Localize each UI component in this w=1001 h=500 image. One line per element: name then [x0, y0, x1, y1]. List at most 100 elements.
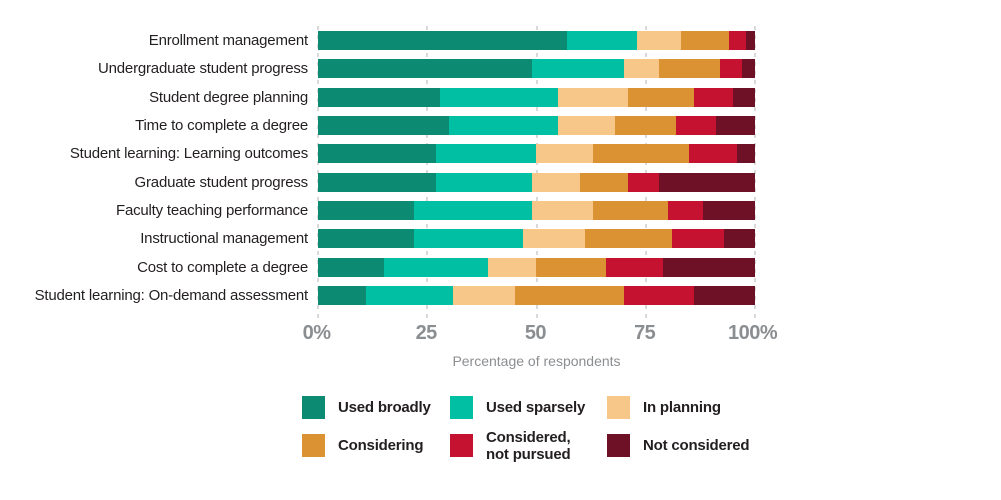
bar-row — [318, 173, 755, 192]
bar-segment-used-sparsely — [435, 173, 533, 192]
bar-segment-used-sparsely — [366, 286, 454, 305]
bar-segment-used-sparsely — [532, 59, 624, 78]
bar-segment-used-sparsely — [435, 144, 537, 163]
legend-item-used-sparsely: Used sparsely — [450, 396, 585, 419]
bar-segment-in-planning — [536, 144, 594, 163]
legend-swatch-considering — [302, 434, 325, 457]
bar-segment-in-planning — [488, 258, 537, 277]
bar-segment-used-broadly — [318, 116, 450, 135]
bar-segment-considered-not-pursued — [671, 229, 725, 248]
bar-segment-considered-not-pursued — [606, 258, 664, 277]
bar-segment-not-considered — [741, 59, 755, 78]
bar-segment-not-considered — [724, 229, 755, 248]
bar-segment-considering — [580, 173, 629, 192]
bar-row — [318, 201, 755, 220]
x-tick-label-25: 25 — [415, 322, 438, 344]
legend-item-in-planning: In planning — [607, 396, 721, 419]
bar-segment-not-considered — [733, 88, 755, 107]
gridline-25 — [426, 26, 429, 318]
category-label: Student degree planning — [149, 89, 308, 106]
legend-swatch-considered-not-pursued — [450, 434, 473, 457]
bar-segment-considering — [680, 31, 729, 50]
legend-swatch-used-sparsely — [450, 396, 473, 419]
legend-label: Not considered — [643, 437, 750, 454]
bar-row — [318, 258, 755, 277]
x-tick-label-100: 100% — [727, 322, 778, 344]
plot-area — [317, 26, 756, 318]
bar-segment-used-sparsely — [440, 88, 559, 107]
bar-row — [318, 31, 755, 50]
bar-segment-used-sparsely — [449, 116, 559, 135]
bar-segment-considering — [536, 258, 607, 277]
legend-item-considered-not-pursued: Considered, not pursued — [450, 429, 571, 463]
category-label: Student learning: On-demand assessment — [34, 287, 309, 304]
legend-item-considering: Considering — [302, 434, 424, 457]
category-label: Undergraduate student progress — [98, 60, 308, 77]
bar-segment-used-broadly — [318, 88, 441, 107]
bar-segment-in-planning — [636, 31, 681, 50]
bar-segment-considered-not-pursued — [628, 173, 659, 192]
bar-row — [318, 116, 755, 135]
bar-segment-used-broadly — [318, 258, 384, 277]
gridline-0 — [317, 26, 319, 318]
bar-segment-used-sparsely — [414, 229, 524, 248]
bar-segment-considering — [615, 116, 677, 135]
bar-segment-considered-not-pursued — [693, 88, 734, 107]
bar-segment-used-broadly — [318, 59, 533, 78]
bar-segment-considered-not-pursued — [728, 31, 747, 50]
legend-item-used-broadly: Used broadly — [302, 396, 431, 419]
bar-segment-used-broadly — [318, 31, 568, 50]
gridline-75 — [644, 26, 647, 318]
bar-segment-in-planning — [558, 116, 616, 135]
bar-segment-used-broadly — [318, 229, 415, 248]
bar-segment-not-considered — [702, 201, 755, 220]
bar-segment-considering — [584, 229, 672, 248]
legend-item-not-considered: Not considered — [607, 434, 750, 457]
bar-segment-considered-not-pursued — [667, 201, 703, 220]
legend-swatch-not-considered — [607, 434, 630, 457]
bar-segment-in-planning — [523, 229, 585, 248]
bar-segment-considering — [593, 144, 690, 163]
bar-segment-considered-not-pursued — [676, 116, 716, 135]
bar-segment-used-sparsely — [567, 31, 637, 50]
category-label: Cost to complete a degree — [137, 259, 308, 276]
x-axis-title: Percentage of respondents — [452, 353, 621, 369]
bar-segment-used-broadly — [318, 286, 367, 305]
bar-segment-not-considered — [658, 173, 755, 192]
bar-segment-in-planning — [532, 201, 594, 220]
bar-segment-not-considered — [746, 31, 755, 50]
legend-swatch-used-broadly — [302, 396, 325, 419]
bar-segment-in-planning — [532, 173, 581, 192]
x-tick-label-0: 0% — [302, 322, 331, 344]
bar-segment-not-considered — [693, 286, 755, 305]
bar-segment-in-planning — [453, 286, 515, 305]
bar-segment-considered-not-pursued — [623, 286, 694, 305]
bar-segment-used-broadly — [318, 173, 436, 192]
legend-label: Considering — [338, 437, 424, 454]
bar-segment-not-considered — [715, 116, 755, 135]
legend-label: Used sparsely — [486, 399, 586, 416]
bar-segment-not-considered — [663, 258, 755, 277]
bar-row — [318, 59, 755, 78]
bar-segment-not-considered — [737, 144, 755, 163]
bar-segment-used-broadly — [318, 201, 415, 220]
bar-row — [318, 144, 755, 163]
bar-row — [318, 286, 755, 305]
category-label: Faculty teaching performance — [115, 202, 308, 219]
x-tick-label-50: 50 — [524, 322, 547, 344]
bar-segment-in-planning — [558, 88, 629, 107]
gridline-50 — [535, 26, 538, 318]
category-label: Time to complete a degree — [135, 117, 308, 134]
legend-label: Used broadly — [338, 399, 431, 416]
bar-segment-in-planning — [623, 59, 659, 78]
bar-segment-considered-not-pursued — [720, 59, 742, 78]
category-label: Graduate student progress — [134, 174, 309, 191]
bar-segment-considering — [658, 59, 721, 78]
gridline-100 — [754, 26, 756, 318]
bar-segment-considered-not-pursued — [689, 144, 738, 163]
legend-label: Considered, not pursued — [486, 428, 571, 463]
legend-swatch-in-planning — [607, 396, 630, 419]
category-label: Enrollment management — [148, 32, 308, 49]
bar-segment-considering — [593, 201, 668, 220]
